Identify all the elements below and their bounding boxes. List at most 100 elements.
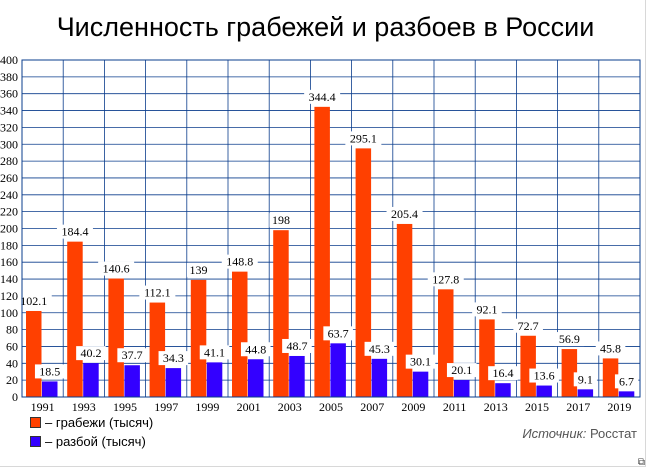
plot-border bbox=[21, 59, 641, 398]
y-tick-label: 20 bbox=[6, 373, 18, 387]
bar-armed-robbery bbox=[165, 368, 182, 397]
grid-layer bbox=[21, 59, 641, 398]
x-tick-label: 1995 bbox=[113, 400, 137, 414]
data-label-bg bbox=[529, 368, 559, 383]
data-label-bg bbox=[304, 89, 341, 104]
y-tick-label: 140 bbox=[0, 272, 18, 286]
data-label-armed-robbery: 40.2 bbox=[80, 346, 101, 360]
legend-swatch-armed-robbery bbox=[30, 436, 41, 447]
data-label-bg bbox=[323, 326, 353, 341]
bar-robbery bbox=[108, 278, 124, 397]
data-label-robbery: 205.4 bbox=[391, 207, 418, 221]
y-tick-label: 160 bbox=[0, 255, 18, 269]
source-prefix: Источник: bbox=[522, 426, 587, 441]
y-tick-label: 120 bbox=[0, 289, 18, 303]
x-tick-label: 2003 bbox=[278, 400, 302, 414]
data-label-armed-robbery: 45.3 bbox=[369, 342, 390, 356]
bar-robbery bbox=[396, 223, 413, 397]
bar-robbery bbox=[190, 279, 207, 397]
y-tick-label: 240 bbox=[0, 188, 18, 202]
y-tick-label: 260 bbox=[0, 171, 18, 185]
y-tick-label: 200 bbox=[0, 222, 18, 236]
bar-armed-robbery bbox=[248, 359, 264, 397]
data-label-armed-robbery: 44.8 bbox=[245, 342, 266, 356]
y-tick-label: 0 bbox=[12, 390, 18, 404]
legend-label-robbery: – грабежи (тысяч) bbox=[45, 415, 154, 430]
bar-armed-robbery bbox=[536, 385, 552, 397]
y-tick-label: 320 bbox=[0, 120, 18, 134]
data-label-bg bbox=[76, 346, 106, 361]
data-label-bg bbox=[98, 261, 135, 276]
legend-label-armed-robbery: – разбой (тысяч) bbox=[45, 434, 146, 449]
data-label-robbery: 127.8 bbox=[432, 272, 459, 286]
bar-robbery bbox=[561, 349, 578, 397]
data-label-bg bbox=[614, 374, 639, 389]
y-tick-label: 340 bbox=[0, 104, 18, 118]
data-label-bg bbox=[513, 318, 543, 333]
x-tick-label: 2005 bbox=[319, 400, 343, 414]
x-tick-label: 1997 bbox=[154, 400, 178, 414]
data-label-bg bbox=[472, 302, 502, 317]
y-tick-label: 380 bbox=[0, 70, 18, 84]
y-tick-label: 360 bbox=[0, 87, 18, 101]
data-label-bg bbox=[199, 345, 230, 360]
bar-robbery bbox=[26, 310, 42, 397]
legend-item-armed-robbery: – разбой (тысяч) bbox=[30, 434, 146, 449]
x-tick-label: 2013 bbox=[484, 400, 508, 414]
data-label-bg bbox=[405, 354, 436, 369]
x-tick-label: 2017 bbox=[566, 400, 590, 414]
data-label-bg bbox=[427, 272, 464, 287]
x-tick-label: 2011 bbox=[443, 400, 467, 414]
data-label-robbery: 148.8 bbox=[226, 255, 253, 269]
bar-robbery bbox=[602, 358, 619, 397]
data-label-robbery: 140.6 bbox=[103, 262, 130, 276]
data-label-robbery: 184.4 bbox=[61, 225, 88, 239]
data-labels-layer: 102.1 184.4 140.6 112.1 139 148.8 198 344.4 295.… bbox=[15, 89, 639, 389]
data-label-armed-robbery: 30.1 bbox=[410, 355, 431, 369]
data-label-armed-robbery: 18.5 bbox=[39, 364, 60, 378]
bar-armed-robbery bbox=[371, 358, 388, 397]
bar-armed-robbery bbox=[206, 362, 223, 397]
bar-armed-robbery bbox=[289, 355, 305, 397]
bar-robbery bbox=[355, 148, 372, 397]
bar-robbery bbox=[314, 106, 330, 397]
x-tick-label: 2001 bbox=[237, 400, 261, 414]
data-label-robbery: 56.9 bbox=[559, 332, 580, 346]
data-label-robbery: 295.1 bbox=[350, 131, 377, 145]
bar-armed-robbery bbox=[124, 365, 140, 397]
bar-armed-robbery bbox=[412, 371, 429, 397]
data-label-bg bbox=[364, 341, 395, 356]
x-tick-label: 2009 bbox=[401, 400, 425, 414]
bar-robbery bbox=[232, 271, 248, 397]
bar-robbery bbox=[479, 319, 495, 397]
y-tick-label: 40 bbox=[6, 356, 18, 370]
data-label-armed-robbery: 34.3 bbox=[163, 351, 184, 365]
bar-armed-robbery bbox=[577, 389, 594, 397]
expand-icon[interactable]: ⧉ bbox=[637, 457, 645, 468]
x-tick-label: 1991 bbox=[31, 400, 55, 414]
data-label-robbery: 139 bbox=[190, 263, 208, 277]
source-name: Росстат bbox=[589, 426, 637, 441]
data-label-bg bbox=[117, 348, 147, 363]
axis-layer: 0 20 40 60 80 100 120 140 160 180 200 220 240 260 280 3… bbox=[0, 53, 641, 414]
data-label-bg bbox=[221, 254, 258, 269]
bar-robbery bbox=[520, 335, 536, 397]
bar-robbery bbox=[438, 289, 454, 397]
data-label-bg bbox=[386, 206, 423, 221]
chart-title: Численность грабежей и разбоев в России bbox=[56, 12, 595, 42]
data-label-armed-robbery: 20.1 bbox=[451, 363, 472, 377]
x-tick-label: 2007 bbox=[360, 400, 384, 414]
bar-robbery bbox=[149, 302, 166, 397]
data-label-robbery: 198 bbox=[272, 213, 290, 227]
source-note: Источник: Росстат bbox=[522, 426, 637, 441]
data-label-bg bbox=[56, 224, 93, 239]
data-label-armed-robbery: 41.1 bbox=[204, 345, 225, 359]
data-label-bg bbox=[15, 293, 52, 308]
y-tick-label: 100 bbox=[0, 306, 18, 320]
y-tick-label: 180 bbox=[0, 238, 18, 252]
data-label-armed-robbery: 9.1 bbox=[578, 372, 593, 386]
y-tick-label: 400 bbox=[0, 53, 18, 67]
data-label-armed-robbery: 6.7 bbox=[619, 374, 634, 388]
data-label-bg bbox=[446, 363, 477, 378]
